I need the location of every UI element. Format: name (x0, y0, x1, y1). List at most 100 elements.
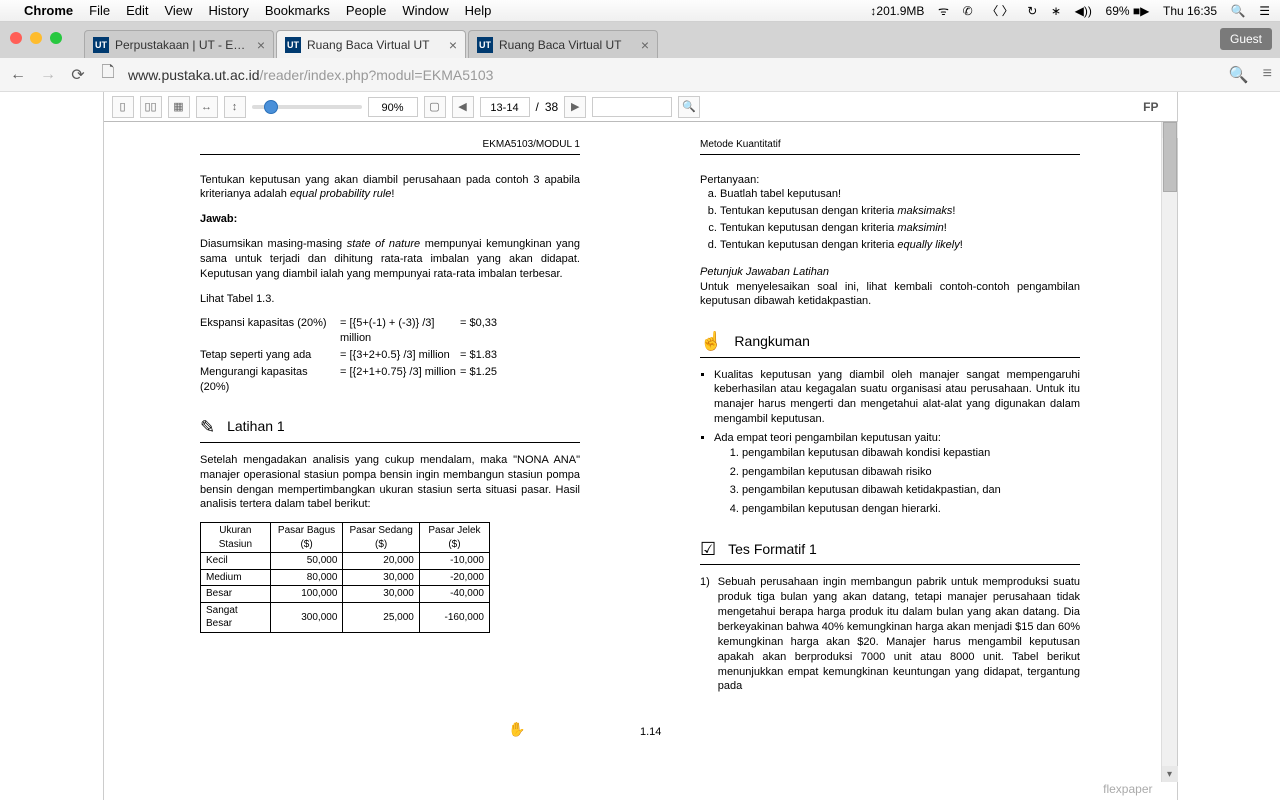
scroll-down-button[interactable]: ▾ (1162, 766, 1178, 782)
tab-label: Ruang Baca Virtual UT (499, 38, 635, 52)
scrollbar[interactable]: ▴ ▾ (1161, 122, 1177, 782)
browser-tab[interactable]: UT Perpustakaan | UT - EKMA × (84, 30, 274, 58)
paragraph: Untuk menyelesaikan soal ini, lihat kemb… (700, 280, 1080, 310)
pages-area[interactable]: EKMA5103/MODUL 1 Tentukan keputusan yang… (104, 122, 1177, 782)
menu-people[interactable]: People (346, 3, 386, 18)
chrome-menu-icon[interactable]: ≡ (1263, 65, 1272, 85)
maximize-window[interactable] (50, 32, 62, 44)
view-double-icon[interactable]: ▯▯ (140, 96, 162, 118)
question-item: 1) Sebuah perusahaan ingin membangun pab… (700, 575, 1080, 704)
minimize-window[interactable] (30, 32, 42, 44)
clock[interactable]: Thu 16:35 (1163, 4, 1217, 18)
calculation-block: Ekspansi kapasitas (20%)= [{5+(-1) + (-3… (200, 316, 580, 394)
macos-menubar: Chrome File Edit View History Bookmarks … (0, 0, 1280, 22)
fit-width-icon[interactable]: ↔ (196, 96, 218, 118)
search-button[interactable]: 🔍 (678, 96, 700, 118)
net-status: ↕201.9MB (870, 4, 924, 18)
paragraph: Diasumsikan masing-masing state of natur… (200, 237, 580, 282)
hand-point-icon: ☝ (700, 329, 722, 353)
wifi-icon[interactable]: ᯤ (938, 4, 949, 18)
menubar-status: ↕201.9MB ᯤ ✆ 〈 〉 ↻ ∗ ◀)) 69% ■▶ Thu 16:3… (860, 2, 1270, 19)
slider-thumb[interactable] (264, 100, 278, 114)
code-icon[interactable]: 〈 〉 (986, 4, 1013, 18)
page-number: 1.14 (640, 725, 661, 740)
menu-edit[interactable]: Edit (126, 3, 148, 18)
zoom-icon[interactable]: 🔍 (1229, 65, 1249, 85)
sync-icon[interactable]: ↻ (1027, 4, 1037, 18)
volume-icon[interactable]: ◀)) (1075, 4, 1092, 18)
reload-button[interactable]: ⟳ (68, 65, 88, 85)
omnibox[interactable]: www.pustaka.ut.ac.id/reader/index.php?mo… (128, 67, 1219, 83)
paragraph: Lihat Tabel 1.3. (200, 292, 580, 307)
chrome-urlbar: ← → ⟳ 🗋 www.pustaka.ut.ac.id/reader/inde… (0, 58, 1280, 92)
section-rangkuman: ☝ Rangkuman (700, 329, 1080, 357)
browser-tab[interactable]: UT Ruang Baca Virtual UT × (468, 30, 658, 58)
search-input[interactable] (592, 97, 672, 117)
url-host: www.pustaka.ut.ac.id (128, 67, 260, 83)
data-table: Ukuran StasiunPasar Bagus ($)Pasar Sedan… (200, 522, 490, 633)
window-controls (10, 32, 62, 44)
page-total: 38 (545, 100, 558, 114)
bluetooth-icon[interactable]: ∗ (1051, 4, 1061, 18)
app-name[interactable]: Chrome (24, 3, 73, 18)
back-button[interactable]: ← (8, 65, 28, 85)
tab-close-icon[interactable]: × (449, 37, 457, 53)
spotlight-icon[interactable]: 🔍 (1231, 4, 1246, 18)
pencil-icon: ✎ (200, 415, 215, 439)
hint-label: Petunjuk Jawaban Latihan (700, 265, 1080, 280)
menu-view[interactable]: View (164, 3, 192, 18)
flexpaper-label: flexpaper (1103, 782, 1152, 796)
menu-help[interactable]: Help (465, 3, 492, 18)
page-header: Metode Kuantitatif (700, 138, 1080, 155)
prev-page-button[interactable]: ◀ (452, 96, 474, 118)
fullscreen-icon[interactable]: ▢ (424, 96, 446, 118)
url-path: /reader/index.php?modul=EKMA5103 (260, 67, 494, 83)
zoom-value[interactable]: 90% (368, 97, 418, 117)
page-icon: 🗋 (98, 65, 118, 85)
hand-cursor-icon: ✋ (508, 720, 525, 739)
paragraph: Tentukan keputusan yang akan diambil per… (200, 173, 580, 203)
favicon: UT (477, 37, 493, 53)
section-tes: ☑ Tes Formatif 1 (700, 537, 1080, 565)
document-page-left: EKMA5103/MODUL 1 Tentukan keputusan yang… (150, 130, 630, 770)
favicon: UT (93, 37, 109, 53)
section-latihan: ✎ Latihan 1 (200, 415, 580, 443)
browser-tab-active[interactable]: UT Ruang Baca Virtual UT × (276, 30, 466, 58)
favicon: UT (285, 37, 301, 53)
summary-list: Kualitas keputusan yang diambil oleh man… (714, 368, 1080, 518)
scroll-thumb[interactable] (1163, 122, 1177, 192)
tab-label: Ruang Baca Virtual UT (307, 38, 443, 52)
menu-file[interactable]: File (89, 3, 110, 18)
page-content: ▯ ▯▯ ▦ ↔ ↕ 90% ▢ ◀ 13-14 / 38 ▶ 🔍 FP EKM… (0, 92, 1280, 800)
battery-status: 69% ■▶ (1106, 4, 1150, 18)
paragraph: Setelah mengadakan analisis yang cukup m… (200, 453, 580, 512)
chrome-tabbar: UT Perpustakaan | UT - EKMA × UT Ruang B… (0, 22, 1280, 58)
page-sep: / (536, 100, 539, 114)
zoom-slider[interactable] (252, 105, 362, 109)
page-input[interactable]: 13-14 (480, 97, 530, 117)
view-single-icon[interactable]: ▯ (112, 96, 134, 118)
menu-window[interactable]: Window (402, 3, 448, 18)
viewer-toolbar: ▯ ▯▯ ▦ ↔ ↕ 90% ▢ ◀ 13-14 / 38 ▶ 🔍 FP (104, 92, 1177, 122)
view-thumbs-icon[interactable]: ▦ (168, 96, 190, 118)
answer-label: Jawab: (200, 212, 580, 227)
menu-icon[interactable]: ☰ (1259, 4, 1270, 18)
question-label: Pertanyaan: (700, 173, 1080, 188)
fp-label: FP (1143, 100, 1158, 114)
tab-label: Perpustakaan | UT - EKMA (115, 38, 251, 52)
document-viewer: ▯ ▯▯ ▦ ↔ ↕ 90% ▢ ◀ 13-14 / 38 ▶ 🔍 FP EKM… (103, 92, 1178, 800)
forward-button[interactable]: → (38, 65, 58, 85)
page-header: EKMA5103/MODUL 1 (200, 138, 580, 155)
document-page-right: Metode Kuantitatif Pertanyaan: Buatlah t… (650, 130, 1130, 770)
close-window[interactable] (10, 32, 22, 44)
tab-close-icon[interactable]: × (257, 37, 265, 53)
fit-height-icon[interactable]: ↕ (224, 96, 246, 118)
checkbox-icon: ☑ (700, 537, 716, 561)
next-page-button[interactable]: ▶ (564, 96, 586, 118)
menu-bookmarks[interactable]: Bookmarks (265, 3, 330, 18)
guest-badge[interactable]: Guest (1220, 28, 1272, 50)
question-list: Buatlah tabel keputusan! Tentukan keputu… (720, 187, 1080, 252)
tab-close-icon[interactable]: × (641, 37, 649, 53)
phone-icon[interactable]: ✆ (963, 4, 973, 18)
menu-history[interactable]: History (208, 3, 248, 18)
